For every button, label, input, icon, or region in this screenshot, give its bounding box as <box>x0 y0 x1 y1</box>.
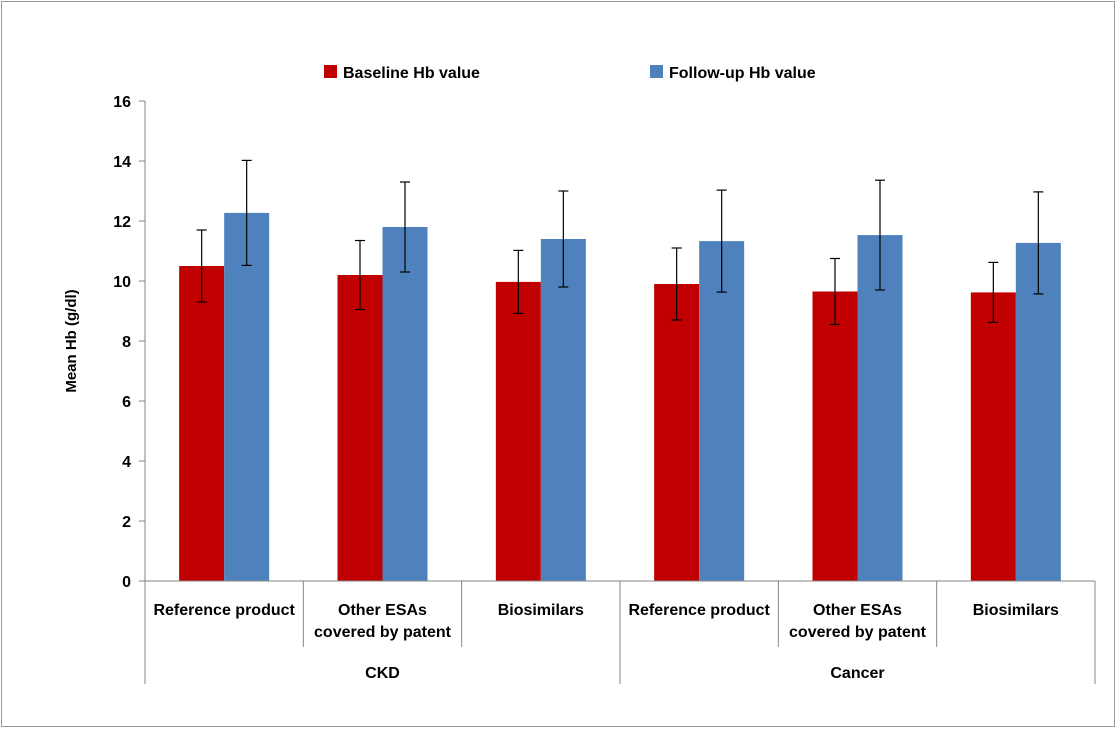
x-tick-label: Reference product <box>153 602 295 619</box>
y-tick-label: 16 <box>113 94 131 111</box>
bar <box>857 235 903 581</box>
group-label: CKD <box>365 665 400 682</box>
y-tick-label: 12 <box>113 214 131 231</box>
bar <box>495 281 541 581</box>
y-tick-label: 2 <box>122 514 131 531</box>
x-tick-label: Other ESAs covered by patent <box>314 602 452 641</box>
x-tick-label-line: Biosimilars <box>498 602 584 619</box>
y-tick-label: 8 <box>122 334 131 351</box>
bar <box>337 275 383 581</box>
x-tick-label: Other ESAs covered by patent <box>789 602 927 641</box>
error-bars <box>196 159 1044 326</box>
y-tick-label: 4 <box>122 454 131 471</box>
x-tick-label: Biosimilars <box>973 602 1059 619</box>
bar <box>654 284 700 581</box>
bar <box>1015 242 1061 581</box>
bar <box>382 227 428 581</box>
y-tick-label: 10 <box>113 274 131 291</box>
legend: Baseline Hb value Follow-up Hb value <box>324 65 816 82</box>
legend-label: Follow-up Hb value <box>669 65 816 82</box>
x-tick-label: Biosimilars <box>498 602 584 619</box>
x-tick-label-line: Other ESAs <box>338 602 427 619</box>
y-tick-label: 0 <box>122 574 131 591</box>
x-tick-label-line: covered by patent <box>314 624 452 641</box>
bar <box>812 291 858 581</box>
x-tick-label-line: Reference product <box>153 602 295 619</box>
bar <box>699 241 745 581</box>
x-tick-label-line: Reference product <box>628 602 770 619</box>
legend-swatch <box>650 65 663 78</box>
group-label: Cancer <box>830 665 884 682</box>
x-tick-label: Reference product <box>628 602 770 619</box>
y-axis-title: Mean Hb (g/dl) <box>63 289 80 392</box>
x-tick-label-line: Biosimilars <box>973 602 1059 619</box>
legend-label: Baseline Hb value <box>343 65 480 82</box>
x-axis: Reference product Other ESAs covered by pa… <box>144 580 1096 684</box>
bar <box>224 212 270 581</box>
y-tick-label: 6 <box>122 394 131 411</box>
legend-swatch <box>324 65 337 78</box>
bars <box>179 212 1061 581</box>
y-tick-label: 14 <box>113 154 131 171</box>
bar <box>540 239 586 581</box>
x-tick-label-line: covered by patent <box>789 624 927 641</box>
bar <box>179 266 225 581</box>
x-tick-label-line: Other ESAs <box>813 602 902 619</box>
bar <box>970 292 1016 581</box>
y-axis: 0 2 4 6 8 10 12 14 16 <box>113 94 146 591</box>
